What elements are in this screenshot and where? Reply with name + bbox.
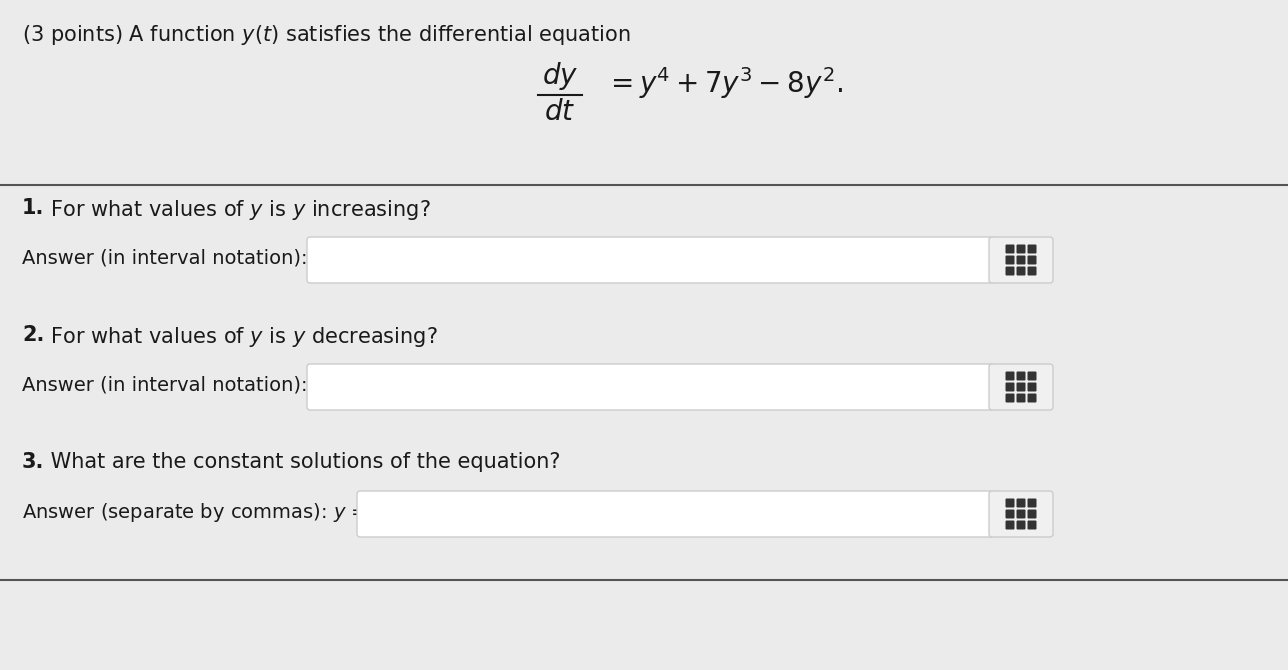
FancyBboxPatch shape — [1028, 383, 1037, 391]
FancyBboxPatch shape — [1016, 255, 1025, 265]
FancyBboxPatch shape — [1028, 393, 1037, 403]
Text: What are the constant solutions of the equation?: What are the constant solutions of the e… — [44, 452, 560, 472]
Text: $dy$: $dy$ — [542, 60, 578, 92]
FancyBboxPatch shape — [307, 364, 996, 410]
FancyBboxPatch shape — [1006, 371, 1015, 381]
FancyBboxPatch shape — [1016, 509, 1025, 519]
FancyBboxPatch shape — [989, 237, 1054, 283]
FancyBboxPatch shape — [1016, 371, 1025, 381]
FancyBboxPatch shape — [1028, 255, 1037, 265]
FancyBboxPatch shape — [1016, 267, 1025, 275]
Text: Answer (separate by commas): $y$ =: Answer (separate by commas): $y$ = — [22, 500, 367, 523]
FancyBboxPatch shape — [1006, 498, 1015, 507]
FancyBboxPatch shape — [1016, 383, 1025, 391]
Text: $dt$: $dt$ — [545, 99, 576, 126]
FancyBboxPatch shape — [1006, 255, 1015, 265]
FancyBboxPatch shape — [1028, 267, 1037, 275]
Text: For what values of $y$ is $y$ increasing?: For what values of $y$ is $y$ increasing… — [44, 198, 430, 222]
Text: Answer (in interval notation):: Answer (in interval notation): — [22, 249, 308, 267]
FancyBboxPatch shape — [307, 237, 996, 283]
Text: 3.: 3. — [22, 452, 44, 472]
Text: (3 points) A function $y(t)$ satisfies the differential equation: (3 points) A function $y(t)$ satisfies t… — [22, 23, 631, 47]
FancyBboxPatch shape — [1016, 245, 1025, 253]
FancyBboxPatch shape — [1006, 383, 1015, 391]
FancyBboxPatch shape — [1016, 498, 1025, 507]
FancyBboxPatch shape — [1028, 371, 1037, 381]
Text: Answer (in interval notation):: Answer (in interval notation): — [22, 375, 308, 395]
FancyBboxPatch shape — [1016, 521, 1025, 529]
Text: 2.: 2. — [22, 325, 44, 345]
Text: $= y^4 + 7y^3 - 8y^2.$: $= y^4 + 7y^3 - 8y^2.$ — [605, 65, 844, 101]
FancyBboxPatch shape — [1016, 393, 1025, 403]
Text: For what values of $y$ is $y$ decreasing?: For what values of $y$ is $y$ decreasing… — [44, 325, 438, 349]
FancyBboxPatch shape — [1028, 498, 1037, 507]
FancyBboxPatch shape — [989, 491, 1054, 537]
FancyBboxPatch shape — [1028, 521, 1037, 529]
FancyBboxPatch shape — [1006, 267, 1015, 275]
FancyBboxPatch shape — [1006, 509, 1015, 519]
FancyBboxPatch shape — [1006, 245, 1015, 253]
Text: 1.: 1. — [22, 198, 44, 218]
FancyBboxPatch shape — [989, 364, 1054, 410]
FancyBboxPatch shape — [357, 491, 996, 537]
FancyBboxPatch shape — [1028, 509, 1037, 519]
FancyBboxPatch shape — [1006, 521, 1015, 529]
FancyBboxPatch shape — [1028, 245, 1037, 253]
FancyBboxPatch shape — [1006, 393, 1015, 403]
